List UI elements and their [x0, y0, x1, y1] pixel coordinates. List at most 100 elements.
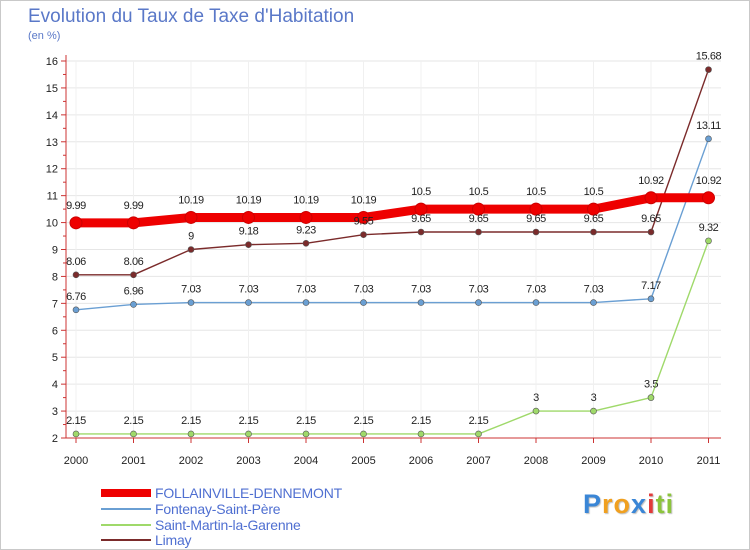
- point-s1-2001: [130, 301, 137, 308]
- point-s3-2007: [475, 228, 482, 236]
- x-tick-label-2010: 2010: [639, 455, 663, 467]
- chart-title: Evolution du Taux de Taxe d'Habitation: [28, 6, 355, 27]
- point-s3-2010: [647, 228, 655, 236]
- data-label-s3-2002: 9: [188, 231, 194, 243]
- data-label-s0-2002: 10.19: [178, 194, 204, 206]
- point-s0-2009: [587, 202, 600, 216]
- y-tick-label-9: 9: [52, 245, 58, 257]
- y-tick-label-6: 6: [52, 325, 58, 337]
- series-line-2: [75, 240, 710, 435]
- series-line-1: [75, 138, 710, 311]
- point-s0-2010: [644, 191, 658, 205]
- data-label-s1-2009: 7.03: [584, 284, 604, 296]
- point-s1-2004: [302, 299, 310, 306]
- data-label-s1-2001: 6.96: [124, 285, 144, 297]
- point-s0-2011: [702, 191, 715, 205]
- y-tick-label-12: 12: [46, 164, 58, 176]
- data-label-s2-2003: 2.15: [239, 415, 259, 427]
- data-label-s2-2000: 2.15: [66, 415, 86, 427]
- y-tick-label-3: 3: [52, 406, 58, 418]
- point-s3-2001: [130, 271, 137, 279]
- data-label-s2-2008: 3: [533, 392, 539, 404]
- data-label-s2-2010: 3.5: [644, 379, 658, 391]
- legend-swatch-fontenay: [101, 508, 151, 510]
- y-tick-label-8: 8: [52, 271, 58, 283]
- point-s2-2009: [590, 407, 597, 415]
- y-tick-label-14: 14: [46, 110, 58, 122]
- point-s1-2006: [417, 299, 425, 306]
- series-line-3: [75, 68, 710, 276]
- data-label-s3-2003: 9.18: [239, 226, 259, 238]
- data-label-s0-2011: 10.92: [696, 175, 722, 187]
- x-tick-label-2009: 2009: [581, 455, 605, 467]
- data-label-s2-2002: 2.15: [181, 415, 201, 427]
- y-tick-label-15: 15: [46, 83, 58, 95]
- y-tick-label-13: 13: [46, 137, 58, 149]
- point-s1-2008: [532, 299, 540, 306]
- point-s2-2004: [302, 430, 310, 438]
- data-label-s3-2004: 9.23: [296, 224, 316, 236]
- point-s3-2004: [302, 240, 310, 247]
- point-s2-2005: [360, 430, 367, 438]
- data-label-s0-2010: 10.92: [638, 175, 664, 187]
- logo-letter: P: [583, 489, 603, 519]
- point-s3-2006: [417, 228, 425, 236]
- data-label-s3-2005: 9.55: [354, 216, 374, 228]
- data-label-s1-2005: 7.03: [354, 284, 374, 296]
- logo-letter: t: [655, 489, 666, 519]
- data-label-s1-2011: 13.11: [696, 120, 721, 132]
- data-label-s0-2005: 10.19: [351, 194, 377, 206]
- data-label-s3-2009: 9.65: [584, 213, 604, 225]
- y-tick-label-2: 2: [52, 433, 58, 445]
- point-s3-2009: [590, 228, 597, 236]
- point-s2-2008: [532, 407, 540, 415]
- point-s3-2002: [187, 246, 195, 253]
- data-label-s2-2011: 9.32: [699, 222, 719, 234]
- data-label-s3-2007: 9.65: [469, 213, 489, 225]
- point-s1-2007: [475, 299, 482, 306]
- x-tick-label-2005: 2005: [351, 455, 375, 467]
- x-tick-label-2001: 2001: [121, 455, 145, 467]
- point-s2-2002: [187, 430, 195, 438]
- point-s0-2004: [299, 210, 313, 224]
- point-s1-2002: [187, 299, 195, 306]
- data-label-s3-2011: 15.68: [696, 51, 722, 63]
- data-label-s1-2000: 6.76: [66, 291, 86, 303]
- data-label-s1-2002: 7.03: [181, 284, 201, 296]
- point-s1-2010: [647, 295, 655, 303]
- legend-swatch-saint-martin: [101, 524, 151, 526]
- point-s0-2007: [472, 202, 485, 216]
- y-tick-label-5: 5: [52, 352, 58, 364]
- point-s1-2005: [360, 299, 367, 306]
- x-tick-label-2002: 2002: [179, 455, 203, 467]
- data-label-s3-2008: 9.65: [526, 213, 546, 225]
- point-s2-2003: [245, 430, 252, 438]
- data-label-s0-2009: 10.5: [584, 186, 604, 198]
- proxiti-logo: Proxiti: [583, 489, 674, 520]
- legend-label-limay: Limay: [155, 532, 192, 548]
- data-label-s1-2008: 7.03: [526, 284, 546, 296]
- data-label-s2-2001: 2.15: [124, 415, 144, 427]
- legend-swatch-limay: [101, 539, 151, 541]
- point-s0-2000: [69, 216, 83, 230]
- data-label-s2-2009: 3: [591, 392, 597, 404]
- x-tick-label-2006: 2006: [409, 455, 433, 467]
- legend-label-follainville: FOLLAINVILLE-DENNEMONT: [155, 485, 342, 501]
- data-label-s2-2004: 2.15: [296, 415, 316, 427]
- y-tick-label-10: 10: [46, 218, 58, 230]
- point-s0-2001: [127, 216, 140, 230]
- data-label-s0-2007: 10.5: [469, 186, 489, 198]
- data-label-s3-2010: 9.65: [641, 213, 661, 225]
- point-s3-2003: [245, 241, 252, 248]
- logo-letter: i: [665, 489, 675, 519]
- data-label-s1-2004: 7.03: [296, 284, 316, 296]
- point-s2-2000: [72, 430, 80, 438]
- point-s1-2000: [72, 306, 80, 314]
- data-label-s1-2003: 7.03: [239, 284, 259, 296]
- data-label-s0-2003: 10.19: [236, 194, 262, 206]
- point-s2-2001: [130, 430, 137, 438]
- x-tick-label-2003: 2003: [236, 455, 260, 467]
- point-s1-2009: [590, 299, 597, 306]
- data-label-s0-2001: 9.99: [124, 200, 144, 212]
